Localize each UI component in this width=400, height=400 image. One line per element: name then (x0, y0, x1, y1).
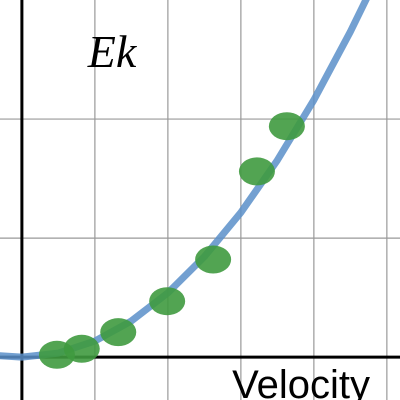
data-point (100, 318, 137, 347)
data-point (238, 157, 275, 186)
curve (0, 0, 370, 361)
data-point (195, 245, 232, 274)
chart-title: Ek (87, 26, 138, 77)
marks (0, 0, 370, 369)
data-point (63, 334, 100, 363)
data-point (149, 287, 186, 316)
data-point (268, 112, 305, 141)
x-axis-label: Velocity (232, 363, 370, 400)
